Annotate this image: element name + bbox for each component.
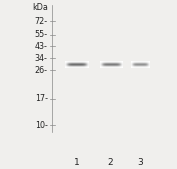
Text: 3: 3: [137, 158, 143, 167]
Text: 10-: 10-: [35, 120, 48, 130]
Text: 72-: 72-: [35, 17, 48, 26]
Text: 43-: 43-: [35, 42, 48, 51]
Text: 26-: 26-: [35, 66, 48, 75]
Text: 2: 2: [108, 158, 113, 167]
Text: kDa: kDa: [32, 3, 48, 12]
Text: 55-: 55-: [35, 30, 48, 39]
Text: 17-: 17-: [35, 94, 48, 103]
Text: 1: 1: [74, 158, 80, 167]
Text: 34-: 34-: [35, 54, 48, 63]
